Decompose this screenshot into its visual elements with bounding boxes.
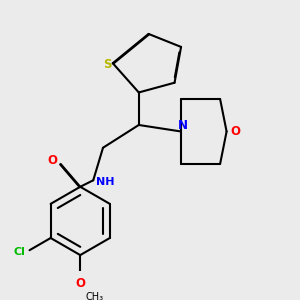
Text: O: O xyxy=(231,125,241,138)
Text: NH: NH xyxy=(97,177,115,187)
Text: CH₃: CH₃ xyxy=(85,292,103,300)
Text: Cl: Cl xyxy=(14,247,26,257)
Text: O: O xyxy=(48,154,58,167)
Text: O: O xyxy=(75,277,85,290)
Text: S: S xyxy=(103,58,111,71)
Text: N: N xyxy=(178,119,188,132)
